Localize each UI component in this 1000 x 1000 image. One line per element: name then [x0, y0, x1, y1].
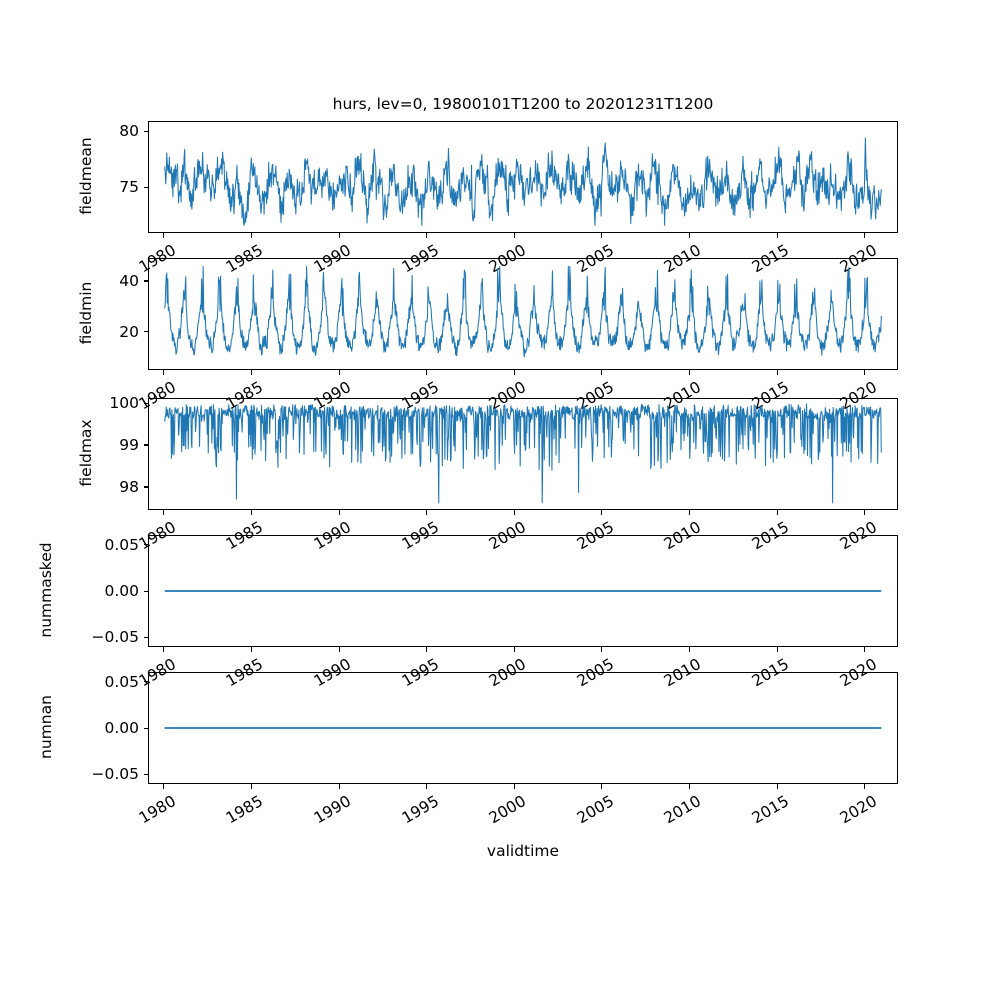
x-tick-mark — [250, 784, 252, 789]
subplot-fieldmax — [148, 398, 898, 510]
y-tick-label: 0.05 — [104, 535, 139, 554]
y-tick-label: 99 — [119, 435, 139, 454]
x-tick-mark — [163, 510, 165, 515]
x-tick-mark — [338, 510, 340, 515]
y-tick-label: 0.00 — [104, 719, 139, 737]
x-tick-mark — [776, 233, 778, 238]
x-tick-mark — [250, 510, 252, 515]
x-tick-mark — [601, 370, 603, 375]
y-tick-mark — [143, 444, 148, 446]
subplot-nummasked — [148, 535, 898, 647]
x-tick-mark — [864, 510, 866, 515]
x-tick-mark — [864, 370, 866, 375]
x-tick-mark — [513, 647, 515, 652]
x-tick-mark — [688, 784, 691, 789]
y-tick-mark — [143, 727, 148, 729]
x-tick-mark — [601, 784, 603, 789]
subplot-numnan — [148, 672, 898, 784]
y-tick-label: 20 — [119, 322, 139, 341]
y-tick-label: −0.05 — [91, 765, 140, 784]
plot-line-fieldmax — [164, 403, 882, 504]
y-tick-label: 40 — [119, 271, 139, 290]
y-tick-label: 98 — [119, 477, 139, 496]
plot-line-fieldmean — [164, 137, 882, 226]
x-tick-mark — [426, 510, 428, 515]
y-tick-label: −0.05 — [91, 628, 140, 647]
y-tick-mark — [143, 681, 148, 683]
x-tick-mark — [163, 784, 165, 789]
y-tick-mark — [143, 773, 148, 775]
x-tick-mark — [776, 370, 778, 375]
plot-line-fieldmin — [164, 265, 882, 358]
y-axis-label-fieldmax: fieldmax — [77, 419, 95, 487]
x-tick-mark — [250, 370, 252, 375]
x-tick-mark — [776, 784, 778, 789]
x-tick-mark — [864, 784, 866, 789]
y-axis-label-numnan: numnan — [37, 695, 55, 759]
y-tick-mark — [143, 186, 148, 188]
y-tick-mark — [143, 402, 148, 404]
x-tick-mark — [426, 370, 428, 375]
y-tick-mark — [143, 280, 148, 282]
x-tick-mark — [864, 647, 866, 652]
x-tick-mark — [513, 784, 515, 789]
x-tick-mark — [513, 233, 515, 238]
subplot-fieldmin — [148, 258, 898, 370]
x-tick-mark — [776, 510, 778, 515]
x-tick-mark — [163, 370, 165, 375]
subplot-fieldmean — [148, 121, 898, 233]
y-tick-mark — [143, 590, 148, 592]
y-tick-mark — [143, 544, 148, 546]
y-tick-label: 80 — [119, 122, 139, 141]
x-tick-mark — [338, 370, 340, 375]
plot-line-numnan — [164, 727, 882, 729]
y-tick-mark — [143, 130, 148, 132]
x-tick-mark — [426, 784, 428, 789]
x-tick-mark — [688, 233, 691, 238]
x-axis-label: validtime — [486, 842, 560, 860]
x-tick-mark — [338, 647, 340, 652]
x-tick-mark — [601, 233, 603, 238]
x-tick-mark — [776, 647, 778, 652]
x-tick-mark — [163, 647, 165, 652]
x-tick-mark — [426, 647, 428, 652]
y-tick-mark — [143, 331, 148, 333]
x-tick-mark — [338, 233, 340, 238]
y-tick-label: 0.00 — [104, 582, 139, 600]
x-tick-mark — [601, 647, 603, 652]
x-tick-mark — [250, 233, 252, 238]
x-tick-mark — [688, 370, 691, 375]
y-tick-label: 100 — [109, 394, 139, 413]
x-tick-mark — [426, 233, 428, 238]
x-tick-mark — [338, 784, 340, 789]
y-axis-label-fieldmin: fieldmin — [77, 281, 95, 345]
y-axis-label-fieldmean: fieldmean — [77, 137, 95, 215]
y-tick-label: 75 — [119, 178, 139, 197]
y-tick-label: 0.05 — [104, 672, 139, 691]
x-tick-mark — [513, 370, 515, 375]
x-tick-mark — [250, 647, 252, 652]
y-axis-label-nummasked: nummasked — [37, 542, 55, 638]
x-tick-mark — [864, 233, 866, 238]
x-tick-mark — [163, 233, 165, 238]
figure-title: hurs, lev=0, 19800101T1200 to 20201231T1… — [332, 95, 714, 113]
x-tick-mark — [601, 510, 603, 515]
y-tick-mark — [143, 636, 148, 638]
y-tick-mark — [143, 486, 148, 488]
x-tick-mark — [688, 510, 691, 515]
x-tick-mark — [513, 510, 515, 515]
plot-line-nummasked — [164, 590, 882, 592]
x-tick-mark — [688, 647, 691, 652]
